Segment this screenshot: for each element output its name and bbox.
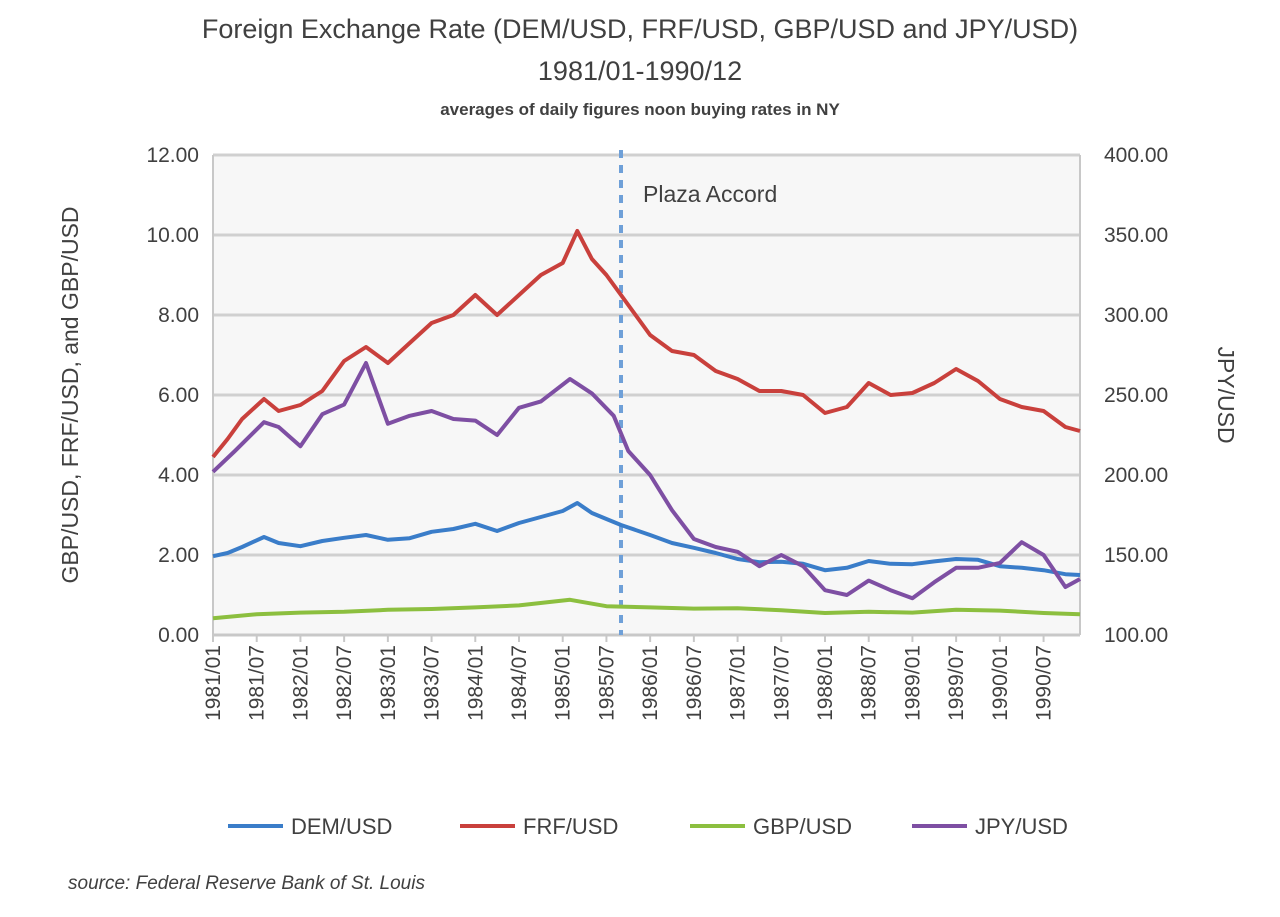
y2-tick-label: 300.00 — [1104, 304, 1168, 327]
x-tick-label: 1986/01 — [639, 645, 662, 721]
y-axis-label: GBP/USD, FRF/USD, and GBP/USD — [57, 206, 83, 583]
y2-tick-label: 350.00 — [1104, 224, 1168, 247]
x-tick-label: 1989/01 — [901, 645, 924, 721]
y-tick-label: 0.00 — [158, 624, 199, 647]
x-tick-label: 1986/07 — [683, 645, 706, 721]
y2-tick-label: 200.00 — [1104, 464, 1168, 487]
y-tick-label: 2.00 — [158, 544, 199, 567]
source-note: source: Federal Reserve Bank of St. Loui… — [68, 873, 425, 894]
series-line-gbp-usd — [212, 597, 1081, 621]
y2-tick-label: 150.00 — [1104, 544, 1168, 567]
x-tick-label: 1982/01 — [289, 645, 312, 721]
legend-label: JPY/USD — [975, 814, 1068, 839]
chart-title: Foreign Exchange Rate (DEM/USD, FRF/USD,… — [201, 14, 1079, 44]
y2-tick-label: 400.00 — [1104, 144, 1168, 167]
x-tick-label: 1985/01 — [552, 645, 575, 721]
x-tick-label: 1983/07 — [421, 645, 444, 721]
y-tick-label: 8.00 — [158, 304, 199, 327]
x-tick-label: 1988/07 — [858, 645, 881, 721]
legend-label: DEM/USD — [291, 814, 392, 839]
x-tick-label: 1990/01 — [989, 645, 1012, 721]
series-line-jpy-usd — [211, 361, 1081, 601]
legend-label: FRF/USD — [523, 814, 618, 839]
x-tick-label: 1987/01 — [727, 645, 750, 721]
y-tick-label: 4.00 — [158, 464, 199, 487]
y-tick-label: 6.00 — [158, 384, 199, 407]
y-tick-label: 10.00 — [146, 224, 199, 247]
x-tick-label: 1983/01 — [377, 645, 400, 721]
x-tick-label: 1987/07 — [770, 645, 793, 721]
y-tick-label: 12.00 — [146, 144, 199, 167]
x-tick-label: 1982/07 — [333, 645, 356, 721]
x-tick-label: 1984/07 — [508, 645, 531, 721]
x-tick-label: 1988/01 — [814, 645, 837, 721]
x-tick-label: 1981/07 — [246, 645, 269, 721]
x-tick-label: 1990/07 — [1033, 645, 1056, 721]
x-tick-label: 1984/01 — [464, 645, 487, 721]
y2-tick-label: 250.00 — [1104, 384, 1168, 407]
x-tick-label: 1981/01 — [202, 645, 225, 721]
x-tick-label: 1985/07 — [595, 645, 618, 721]
plaza-accord-label: Plaza Accord — [643, 181, 777, 207]
chart-note: averages of daily figures noon buying ra… — [440, 100, 840, 119]
series-line-frf-usd — [211, 229, 1081, 459]
y2-tick-label: 100.00 — [1104, 624, 1168, 647]
legend-label: GBP/USD — [753, 814, 852, 839]
x-tick-label: 1989/07 — [945, 645, 968, 721]
chart-subtitle: 1981/01-1990/12 — [537, 56, 743, 86]
series-line-dem-usd — [212, 501, 1081, 577]
y2-axis-label: JPY/USD — [1213, 346, 1239, 443]
